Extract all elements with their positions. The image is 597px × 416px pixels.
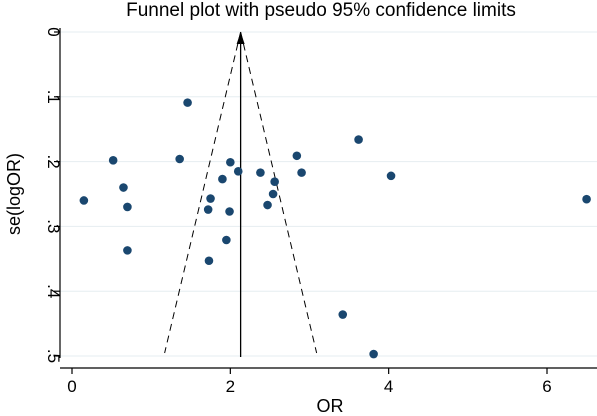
y-tick-label-5: .5 (44, 349, 63, 363)
data-point-5 (175, 154, 184, 164)
data-point-15 (256, 168, 265, 177)
y-axis-label: se(logOR) (4, 153, 24, 235)
y-axis-ticks: 0 .1 .2 .3 .4 .5 (44, 27, 63, 363)
data-point-13 (226, 157, 235, 167)
confidence-funnel (164, 31, 318, 357)
y-tick-label-4: .4 (44, 284, 63, 298)
y-tick-label-1: .1 (44, 90, 63, 104)
data-point-2 (119, 183, 128, 192)
x-tick-label-1: 2 (226, 377, 235, 396)
y-tick-label-0: 0 (44, 27, 63, 36)
x-tick-label-0: 0 (67, 377, 76, 396)
data-point-7 (203, 205, 213, 214)
x-axis-label: OR (317, 396, 344, 416)
data-point-20 (297, 168, 306, 177)
axes (59, 28, 597, 369)
pooled-estimate-arrowhead (236, 32, 245, 44)
study-points (79, 98, 591, 359)
data-point-6 (183, 98, 192, 107)
data-point-9 (204, 256, 214, 266)
x-axis-ticks: 0 2 4 6 (67, 368, 552, 396)
data-point-16 (263, 200, 272, 210)
data-point-11 (222, 235, 231, 245)
data-point-12 (225, 207, 234, 216)
data-point-10 (218, 174, 227, 184)
y-tick-label-3: .3 (44, 219, 63, 233)
chart-title: Funnel plot with pseudo 95% confidence l… (126, 0, 516, 21)
data-point-24 (386, 171, 396, 181)
data-point-23 (369, 349, 378, 359)
y-tick-label-2: .2 (44, 155, 63, 169)
data-point-25 (582, 194, 591, 204)
data-point-4 (123, 246, 132, 255)
data-point-22 (354, 135, 363, 144)
data-point-14 (233, 167, 243, 176)
gridlines (60, 31, 597, 357)
data-point-18 (270, 177, 279, 186)
data-point-21 (338, 310, 348, 319)
data-point-19 (292, 151, 302, 161)
ci-lower-line (164, 31, 242, 354)
data-point-0 (79, 196, 89, 205)
x-tick-label-3: 6 (542, 377, 551, 396)
ci-upper-line (240, 31, 318, 354)
data-point-3 (123, 202, 132, 212)
x-tick-label-2: 4 (384, 377, 393, 396)
data-point-17 (268, 189, 278, 199)
data-point-8 (206, 194, 215, 203)
data-point-1 (108, 156, 118, 165)
